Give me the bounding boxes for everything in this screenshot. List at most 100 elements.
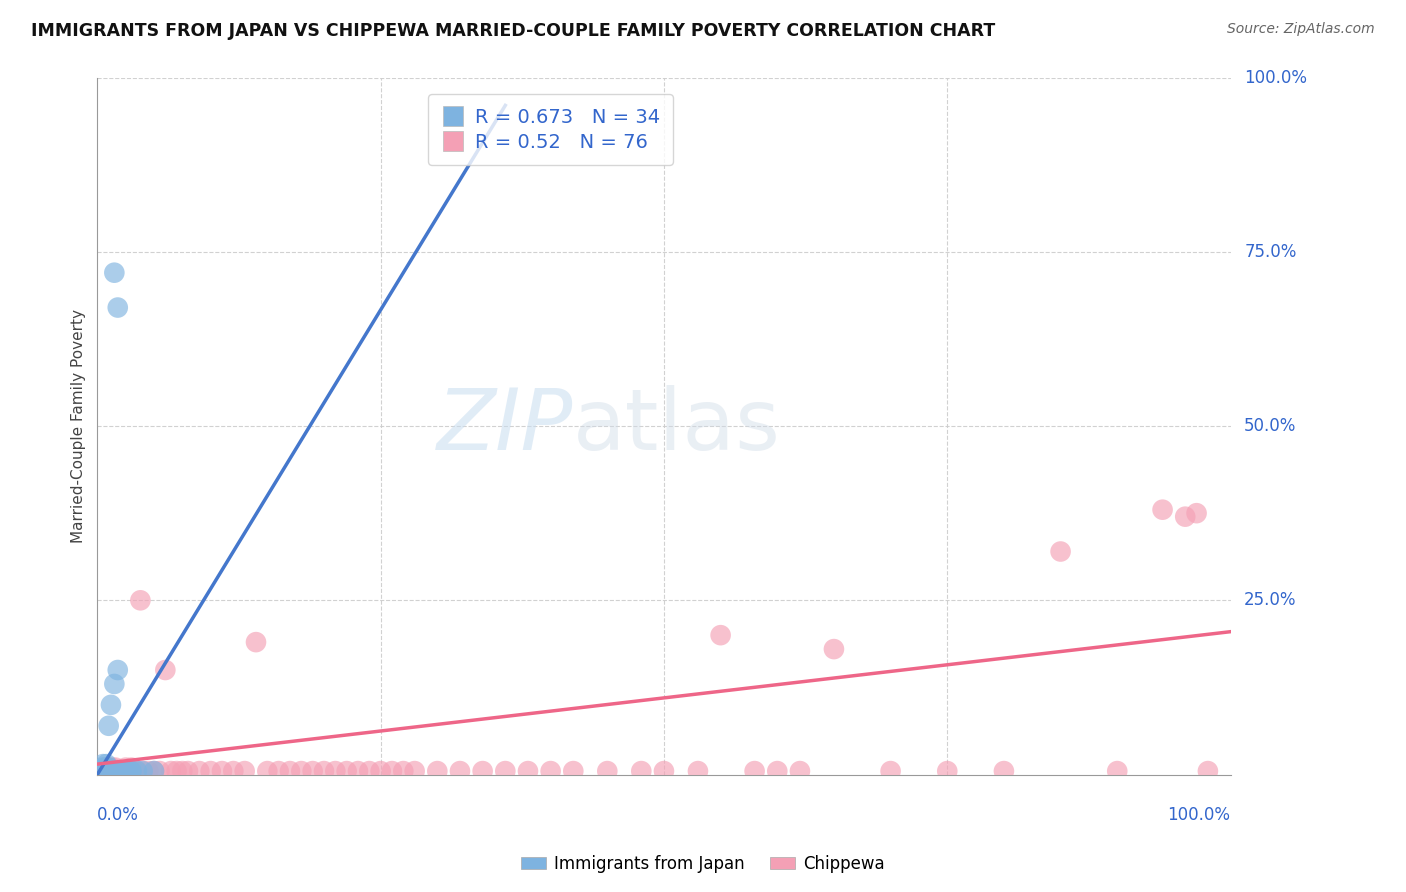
Point — [426, 764, 449, 778]
Point — [596, 764, 619, 778]
Point — [301, 764, 323, 778]
Point — [993, 764, 1015, 778]
Point — [98, 764, 121, 778]
Point — [94, 761, 117, 775]
Point — [222, 764, 245, 778]
Point — [471, 764, 494, 778]
Point — [101, 761, 124, 775]
Point — [91, 757, 114, 772]
Text: Source: ZipAtlas.com: Source: ZipAtlas.com — [1227, 22, 1375, 37]
Point — [149, 764, 172, 778]
Point — [200, 764, 222, 778]
Point — [686, 764, 709, 778]
Point — [111, 764, 134, 778]
Point — [652, 764, 675, 778]
Point — [91, 764, 114, 778]
Point — [404, 764, 426, 778]
Point — [188, 764, 211, 778]
Point — [166, 764, 188, 778]
Point — [97, 761, 120, 775]
Point — [710, 628, 733, 642]
Point — [245, 635, 267, 649]
Point — [336, 764, 359, 778]
Point — [93, 764, 115, 778]
Point — [233, 764, 256, 778]
Point — [562, 764, 585, 778]
Point — [103, 764, 125, 778]
Point — [290, 764, 312, 778]
Point — [177, 764, 200, 778]
Point — [117, 764, 139, 778]
Point — [103, 764, 125, 778]
Point — [120, 764, 142, 778]
Point — [114, 764, 136, 778]
Text: 75.0%: 75.0% — [1244, 243, 1296, 260]
Point — [125, 764, 148, 778]
Point — [104, 761, 127, 775]
Point — [96, 757, 118, 772]
Point — [1107, 764, 1129, 778]
Point — [118, 764, 141, 778]
Point — [100, 764, 122, 778]
Point — [1185, 506, 1208, 520]
Point — [120, 761, 142, 775]
Text: IMMIGRANTS FROM JAPAN VS CHIPPEWA MARRIED-COUPLE FAMILY POVERTY CORRELATION CHAR: IMMIGRANTS FROM JAPAN VS CHIPPEWA MARRIE… — [31, 22, 995, 40]
Point — [256, 764, 278, 778]
Point — [107, 663, 129, 677]
Legend: Immigrants from Japan, Chippewa: Immigrants from Japan, Chippewa — [515, 848, 891, 880]
Point — [105, 764, 128, 778]
Point — [111, 764, 134, 778]
Point — [312, 764, 335, 778]
Point — [392, 764, 415, 778]
Point — [131, 764, 153, 778]
Text: 100.0%: 100.0% — [1244, 69, 1308, 87]
Point — [540, 764, 562, 778]
Text: atlas: atlas — [574, 384, 782, 467]
Point — [267, 764, 290, 778]
Text: 100.0%: 100.0% — [1167, 806, 1230, 824]
Point — [155, 663, 177, 677]
Point — [370, 764, 392, 778]
Point — [160, 764, 183, 778]
Point — [879, 764, 901, 778]
Point — [97, 764, 120, 778]
Point — [1049, 544, 1071, 558]
Point — [96, 764, 118, 778]
Point — [107, 764, 129, 778]
Point — [381, 764, 404, 778]
Point — [323, 764, 346, 778]
Point — [125, 764, 148, 778]
Point — [103, 677, 125, 691]
Point — [823, 642, 845, 657]
Point — [449, 764, 471, 778]
Point — [359, 764, 381, 778]
Y-axis label: Married-Couple Family Poverty: Married-Couple Family Poverty — [72, 309, 86, 543]
Point — [143, 764, 166, 778]
Point — [91, 764, 114, 778]
Point — [278, 764, 301, 778]
Point — [112, 764, 135, 778]
Text: ZIP: ZIP — [437, 384, 574, 467]
Point — [120, 764, 142, 778]
Point — [100, 698, 122, 712]
Point — [789, 764, 811, 778]
Point — [1174, 509, 1197, 524]
Point — [122, 764, 145, 778]
Point — [103, 764, 125, 778]
Point — [766, 764, 789, 778]
Point — [91, 761, 114, 775]
Point — [107, 301, 129, 315]
Point — [936, 764, 959, 778]
Point — [97, 719, 120, 733]
Point — [630, 764, 652, 778]
Point — [96, 764, 118, 778]
Point — [494, 764, 516, 778]
Point — [103, 266, 125, 280]
Text: 50.0%: 50.0% — [1244, 417, 1296, 435]
Point — [744, 764, 766, 778]
Point — [98, 764, 121, 778]
Point — [110, 764, 132, 778]
Point — [114, 761, 136, 775]
Point — [94, 761, 117, 775]
Point — [211, 764, 233, 778]
